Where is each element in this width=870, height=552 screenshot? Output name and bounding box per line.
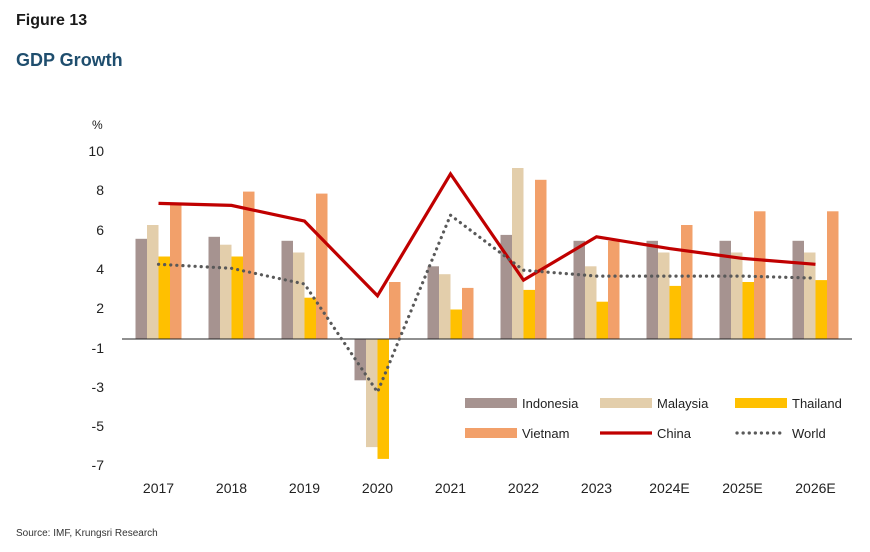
bar-malaysia-2026E <box>804 252 816 339</box>
bar-malaysia-2024E <box>658 252 670 339</box>
legend-label: Thailand <box>792 396 842 411</box>
legend-label: Indonesia <box>522 396 579 411</box>
bar-malaysia-2025E <box>731 252 743 339</box>
x-tick-label: 2018 <box>216 480 247 496</box>
bar-indonesia-2020 <box>354 339 366 381</box>
bar-thailand-2021 <box>450 309 462 339</box>
x-tick-label: 2020 <box>362 480 393 496</box>
bar-vietnam-2025E <box>754 211 766 339</box>
legend-item-indonesia: Indonesia <box>465 396 579 411</box>
bar-malaysia-2018 <box>220 244 232 339</box>
chart-legend: Indonesia Malaysia Thailand Vietnam China Wor… <box>465 396 842 441</box>
bar-indonesia-2021 <box>427 266 439 339</box>
y-axis-unit-label: % <box>92 118 103 132</box>
bar-thailand-2019 <box>304 297 316 339</box>
bar-malaysia-2020 <box>366 339 378 448</box>
y-tick-label: 8 <box>96 182 104 198</box>
line-china <box>158 170 816 299</box>
y-axis-ticks: 10 8 6 4 2 -1 -3 -5 -7 <box>88 143 104 473</box>
bar-malaysia-2022 <box>512 168 524 339</box>
legend-swatch <box>735 398 787 408</box>
x-tick-label: 2024E <box>649 480 689 496</box>
bar-thailand-2017 <box>158 256 170 339</box>
bar-indonesia-2022 <box>500 234 512 339</box>
bar-indonesia-2025E <box>719 240 731 340</box>
bar-vietnam-2024E <box>681 225 693 339</box>
legend-label: China <box>657 426 692 441</box>
legend-item-vietnam: Vietnam <box>465 426 569 441</box>
y-tick-label: 2 <box>96 300 104 316</box>
y-tick-label: -1 <box>92 340 105 356</box>
bar-thailand-2026E <box>815 280 827 339</box>
bar-vietnam-2018 <box>243 191 255 339</box>
bar-vietnam-2020 <box>389 282 401 339</box>
bar-vietnam-2021 <box>462 287 474 339</box>
bar-malaysia-2019 <box>293 252 305 339</box>
y-tick-label: -7 <box>92 457 105 473</box>
chart-title: GDP Growth <box>16 50 123 70</box>
figure-label: Figure 13 <box>16 12 88 29</box>
bar-thailand-2022 <box>523 289 535 339</box>
bar-vietnam-2022 <box>535 179 547 339</box>
bar-malaysia-2021 <box>439 274 451 339</box>
bar-malaysia-2017 <box>147 225 159 339</box>
x-tick-label: 2019 <box>289 480 320 496</box>
x-tick-label: 2023 <box>581 480 612 496</box>
y-tick-label: 10 <box>88 143 104 159</box>
line-series <box>156 170 818 396</box>
legend-label: World <box>792 426 826 441</box>
bar-vietnam-2026E <box>827 211 839 339</box>
bar-indonesia-2018 <box>208 236 220 339</box>
y-tick-label: 4 <box>96 261 104 277</box>
bar-indonesia-2017 <box>135 238 147 339</box>
bar-indonesia-2023 <box>573 240 585 340</box>
y-tick-label: -5 <box>92 418 105 434</box>
bar-malaysia-2023 <box>585 266 597 339</box>
legend-label: Vietnam <box>522 426 569 441</box>
legend-item-world: World <box>735 426 826 441</box>
y-tick-label: -3 <box>92 379 105 395</box>
y-tick-label: 6 <box>96 222 104 238</box>
bar-thailand-2018 <box>231 256 243 339</box>
bar-indonesia-2026E <box>792 240 804 340</box>
x-tick-label: 2025E <box>722 480 762 496</box>
bar-thailand-2023 <box>596 301 608 339</box>
bar-indonesia-2019 <box>281 240 293 340</box>
line-world <box>156 212 818 396</box>
legend-item-thailand: Thailand <box>735 396 842 411</box>
legend-label: Malaysia <box>657 396 709 411</box>
bar-thailand-2024E <box>669 285 681 339</box>
x-tick-label: 2021 <box>435 480 466 496</box>
bar-series <box>135 168 839 459</box>
x-axis-ticks: 2017 2018 2019 2020 2021 2022 2023 2024E 2025E 20… <box>143 480 836 496</box>
source-note: Source: IMF, Krungsri Research <box>16 528 158 539</box>
legend-item-china: China <box>600 426 692 441</box>
x-tick-label: 2026E <box>795 480 835 496</box>
legend-swatch <box>465 428 517 438</box>
bar-thailand-2025E <box>742 282 754 339</box>
legend-item-malaysia: Malaysia <box>600 396 709 411</box>
x-tick-label: 2022 <box>508 480 539 496</box>
bar-thailand-2020 <box>377 339 389 459</box>
bar-vietnam-2019 <box>316 193 328 339</box>
legend-swatch <box>465 398 517 408</box>
bar-vietnam-2023 <box>608 240 620 340</box>
bar-vietnam-2017 <box>170 203 182 339</box>
x-tick-label: 2017 <box>143 480 174 496</box>
legend-swatch <box>600 398 652 408</box>
bar-indonesia-2024E <box>646 240 658 340</box>
